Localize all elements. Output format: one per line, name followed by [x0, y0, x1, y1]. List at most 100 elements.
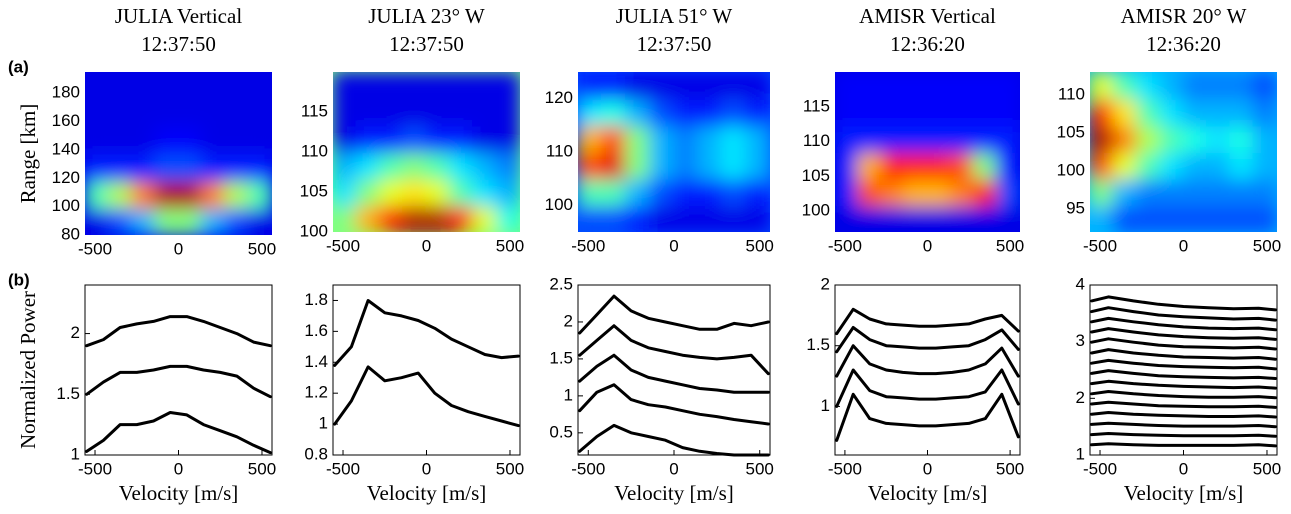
x-tick-label: -500 — [326, 236, 360, 255]
heatmap-cell — [1135, 151, 1162, 180]
line-series — [1090, 432, 1277, 438]
y-tick-label: 2 — [1076, 388, 1085, 407]
heatmap-cell — [1229, 97, 1255, 127]
heatmap-cell — [224, 206, 250, 235]
x-tick-label: 0 — [669, 459, 678, 478]
heatmap-cell — [649, 177, 675, 207]
heatmap-cell — [85, 179, 110, 209]
heatmap-cell — [1252, 124, 1277, 153]
heatmap-cell — [448, 151, 475, 180]
heatmap-cell — [721, 204, 747, 232]
heatmap-cell — [1090, 151, 1115, 180]
heatmap-cell — [355, 151, 381, 180]
heatmap-cell — [673, 151, 699, 180]
y-tick-label: 140 — [52, 139, 80, 158]
heatmap-cell — [402, 72, 428, 100]
heatmap-cell — [721, 124, 747, 153]
line-series — [1090, 400, 1277, 409]
heatmap-cell — [745, 72, 770, 100]
line-series — [1090, 348, 1277, 361]
x-tick-label: 500 — [248, 239, 276, 258]
y-tick-label: 110 — [546, 141, 573, 160]
panel-title: JULIA 23° W — [368, 4, 485, 28]
y-tick-label: 105 — [300, 181, 328, 200]
heatmap-cell — [1090, 177, 1115, 207]
heatmap-cell — [1159, 204, 1185, 232]
heatmap-cell — [1090, 204, 1115, 232]
line-series — [85, 411, 272, 455]
y-tick-label: 105 — [802, 166, 830, 185]
x-tick-label: 500 — [248, 459, 276, 478]
y-axis-label: Range [km] — [16, 104, 40, 204]
heatmap-cell — [673, 177, 699, 207]
heatmap-cells — [578, 72, 770, 232]
heatmap-cell — [903, 97, 929, 127]
line-series — [835, 307, 1020, 336]
heatmap-cell — [247, 179, 272, 209]
x-tick-label: -500 — [326, 459, 360, 478]
y-tick-label: 105 — [1057, 122, 1085, 141]
heatmap-cell — [1182, 177, 1208, 207]
heatmap-cell — [926, 97, 952, 127]
heatmap-cell — [448, 72, 475, 100]
heatmap-cell — [247, 206, 272, 235]
heatmap-cell — [472, 204, 498, 232]
line-series — [1090, 421, 1277, 429]
heatmap-cell — [200, 152, 227, 182]
heatmap-cell — [247, 98, 272, 128]
panel-subtitle: 12:37:50 — [389, 32, 464, 56]
heatmap-cell — [247, 125, 272, 155]
heatmap-cell — [835, 124, 860, 153]
heatmap-cell — [355, 124, 381, 153]
heatmap-cell — [107, 179, 133, 209]
heatmap-cell — [949, 97, 975, 127]
x-tick-label: 500 — [996, 236, 1024, 255]
heatmap-cell — [1159, 97, 1185, 127]
heatmap-cell — [649, 72, 675, 100]
line-series — [1090, 379, 1277, 390]
heatmap-cell — [224, 98, 250, 128]
x-tick-label: 0 — [174, 459, 183, 478]
y-tick-label: 160 — [52, 111, 80, 130]
heatmap-cell — [649, 124, 675, 153]
heatmap-cell — [578, 124, 603, 153]
x-axis-label: Velocity [m/s] — [614, 481, 734, 505]
x-tick-label: 500 — [746, 236, 774, 255]
heatmap-cell — [578, 97, 603, 127]
heatmap-cell — [200, 206, 227, 235]
heatmap-cell — [107, 206, 133, 235]
x-tick-label: -500 — [828, 236, 862, 255]
heatmap-cell — [378, 204, 405, 232]
heatmap-cell — [402, 204, 428, 232]
y-tick-label: 1.6 — [304, 321, 328, 340]
heatmap-cells — [85, 72, 272, 235]
line-series — [578, 294, 770, 335]
heatmap-cell — [1159, 177, 1185, 207]
heatmap-cell — [177, 125, 203, 155]
heatmap-cell — [1182, 97, 1208, 127]
heatmap-cell — [1135, 177, 1162, 207]
line-series — [85, 364, 272, 399]
y-tick-label: 120 — [545, 88, 573, 107]
heatmap-cell — [1182, 151, 1208, 180]
heatmap-cell — [130, 98, 157, 128]
heatmap-cell — [995, 72, 1020, 100]
panel-subtitle: 12:36:20 — [890, 32, 965, 56]
heatmap-cell — [601, 151, 627, 180]
y-tick-label: 110 — [803, 131, 830, 150]
y-tick-label: 1 — [1076, 444, 1085, 463]
heatmap-cell — [835, 72, 860, 100]
panel-subtitle: 12:36:20 — [1146, 32, 1221, 56]
heatmap-cell — [721, 151, 747, 180]
line-series — [835, 392, 1020, 442]
heatmap-cell — [177, 72, 203, 101]
heatmap-cell — [697, 151, 723, 180]
line-series — [1090, 411, 1277, 419]
heatmap-cell — [880, 97, 906, 127]
heatmap-cell — [673, 72, 699, 100]
heatmap-cell — [857, 72, 883, 100]
panel-subtitle: 12:37:50 — [637, 32, 712, 56]
heatmap-cell — [649, 97, 675, 127]
heatmap-cell — [972, 97, 998, 127]
heatmap-cell — [578, 72, 603, 100]
